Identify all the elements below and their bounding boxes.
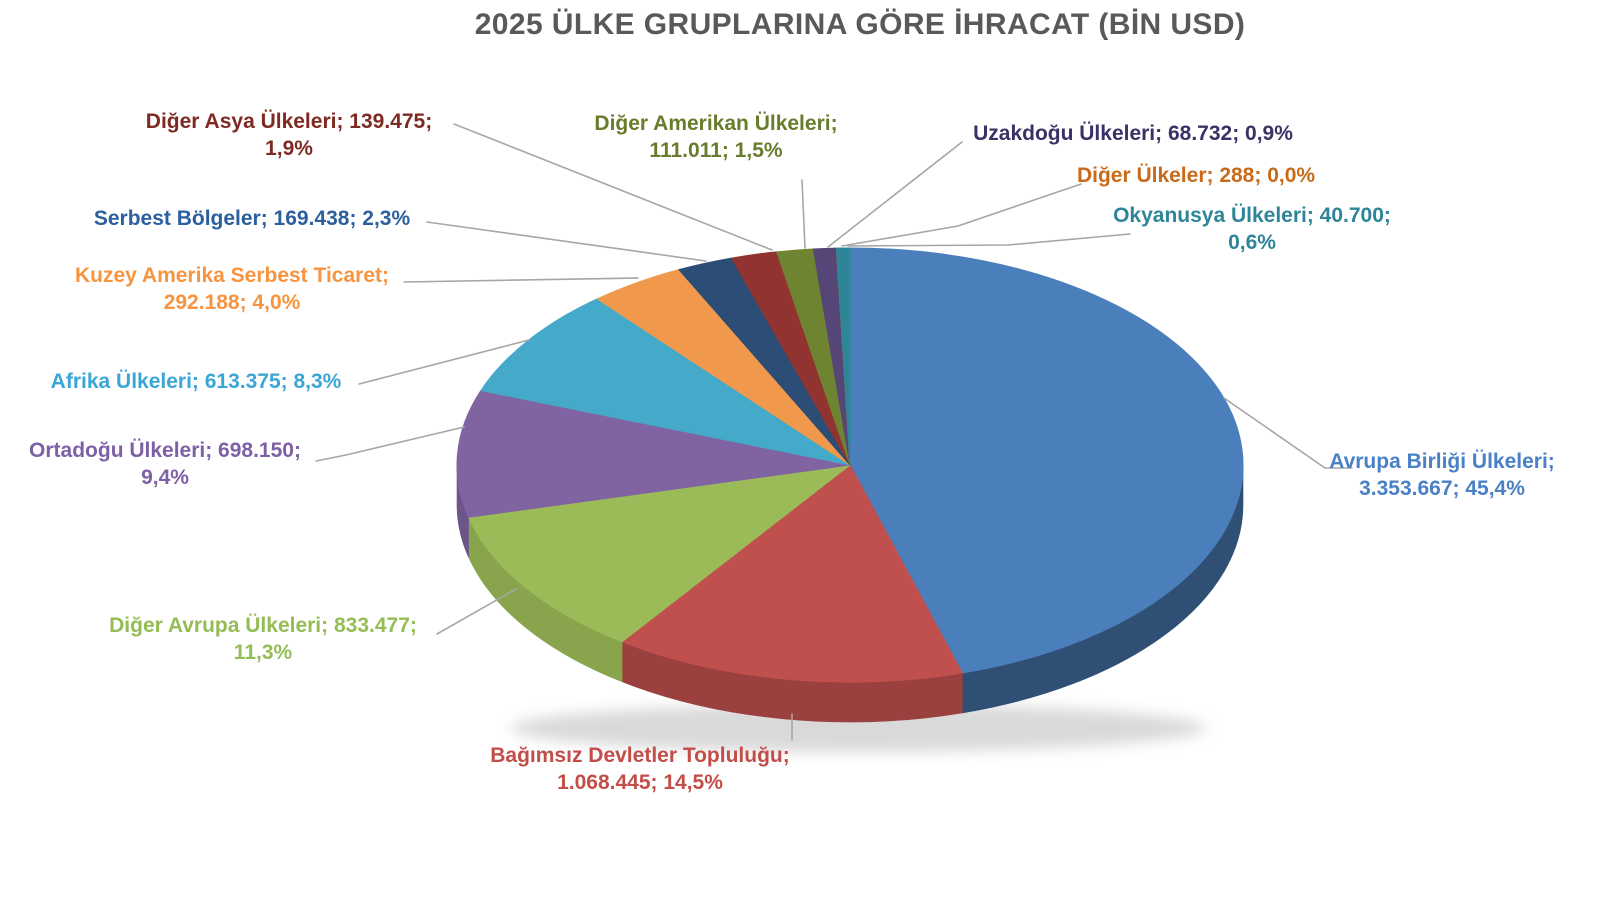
slice-label-line: 9,4% [141, 466, 189, 489]
slice-label-avrupa-birligi: Avrupa Birliği Ülkeleri; 3.353.667; 45,4… [1329, 448, 1555, 502]
pie-slice-diger-avrupa [468, 464, 851, 643]
pie-slice-ortadogu [456, 390, 851, 518]
slice-label-line: Diğer Amerikan Ülkeleri; [594, 112, 838, 135]
slice-label-line: Diğer Avrupa Ülkeleri; 833.477; [109, 614, 417, 637]
slice-label-afrika: Afrika Ülkeleri; 613.375; 8,3% [51, 368, 342, 395]
slice-label-diger-amerikan: Diğer Amerikan Ülkeleri; 111.011; 1,5% [594, 110, 837, 164]
slice-label-line: 1.068.445; 14,5% [557, 771, 723, 794]
slice-label-line: Afrika Ülkeleri; 613.375; 8,3% [50, 370, 342, 393]
chart-title: 2025 ÜLKE GRUPLARINA GÖRE İHRACAT (BİN U… [474, 8, 1246, 41]
slice-label-diger-asya: Diğer Asya Ülkeleri; 139.475; 1,9% [146, 108, 432, 162]
slice-label-bagimsiz-devletler: Bağımsız Devletler Topluluğu; 1.068.445;… [490, 742, 789, 796]
slice-label-ortadogu: Ortadoğu Ülkeleri; 698.150; 9,4% [29, 437, 301, 491]
slice-label-serbest-bolgeler: Serbest Bölgeler; 169.438; 2,3% [94, 205, 410, 232]
leader-line-uzakdogu [827, 141, 963, 248]
pie-slice-bagimsiz-devletler [621, 464, 963, 683]
pie-slice-avrupa-birligi [849, 247, 1244, 674]
slice-label-line: 11,3% [233, 641, 293, 664]
slice-label-uzakdogu: Uzakdoğu Ülkeleri; 68.732; 0,9% [973, 120, 1293, 147]
leader-line-afrika [358, 339, 530, 385]
leader-line-diger-asya [453, 123, 773, 251]
slice-label-okyanusya: Okyanusya Ülkeleri; 40.700; 0,6% [1113, 202, 1391, 256]
slice-label-line: 1,9% [265, 137, 313, 160]
leader-line-serbest-bolgeler [426, 221, 707, 262]
slice-label-line: Uzakdoğu Ülkeleri; 68.732; 0,9% [973, 122, 1293, 145]
pie-shadow [510, 704, 1206, 752]
leader-line-okyanusya [847, 233, 1131, 247]
leader-line-diger-avrupa [436, 588, 517, 635]
pie-slice-okyanusya [835, 247, 851, 466]
slice-label-diger-avrupa: Diğer Avrupa Ülkeleri; 833.477; 11,3% [109, 612, 417, 666]
leader-line-diger-ulkeler [841, 183, 1082, 247]
slice-label-diger-ulkeler: Diğer Ülkeler; 288; 0,0% [1077, 162, 1315, 189]
slice-label-kuzey-amerika: Kuzey Amerika Serbest Ticaret; 292.188; … [75, 262, 389, 316]
slice-label-line: Diğer Ülkeler; 288; 0,0% [1076, 164, 1316, 187]
slice-label-line: 0,6% [1228, 231, 1276, 254]
leader-line-ortadogu [315, 426, 465, 462]
leader-line-avrupa-birligi [1223, 397, 1353, 469]
slice-label-line: Okyanusya Ülkeleri; 40.700; [1113, 204, 1391, 227]
leader-line-diger-amerikan [801, 179, 806, 249]
slice-label-line: 3.353.667; 45,4% [1359, 477, 1525, 500]
slice-label-line: Serbest Bölgeler; 169.438; 2,3% [93, 207, 411, 230]
slice-label-line: Diğer Asya Ülkeleri; 139.475; [145, 110, 433, 133]
slice-label-line: Avrupa Birliği Ülkeleri; [1329, 450, 1555, 473]
leader-line-kuzey-amerika [403, 277, 639, 283]
slice-label-line: Ortadoğu Ülkeleri; 698.150; [29, 439, 301, 462]
slice-label-line: 292.188; 4,0% [163, 291, 301, 314]
slice-label-line: 111.011; 1,5% [649, 139, 783, 162]
slice-label-line: Kuzey Amerika Serbest Ticaret; [75, 264, 389, 287]
slice-label-line: Bağımsız Devletler Topluluğu; [490, 744, 790, 767]
